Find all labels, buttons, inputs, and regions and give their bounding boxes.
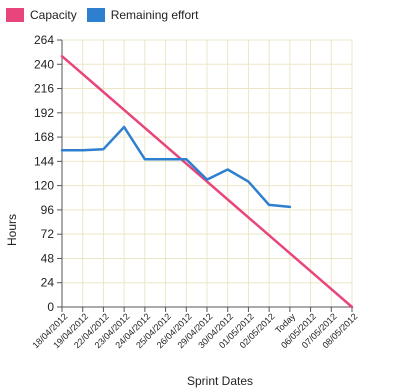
y-tick-label: 168 xyxy=(34,130,54,144)
y-tick-label: 96 xyxy=(41,203,55,217)
y-tick-label: 48 xyxy=(41,251,55,265)
grid-lines xyxy=(61,39,353,308)
legend-label-remaining-effort: Remaining effort xyxy=(110,8,199,22)
y-tick-label: 216 xyxy=(34,82,54,96)
y-tick-label: 192 xyxy=(34,106,54,120)
y-axis-label-wrap: Hours xyxy=(3,150,21,310)
y-tick-label: 264 xyxy=(34,33,54,47)
legend-swatch-remaining-effort xyxy=(86,8,105,22)
y-tick-label: 240 xyxy=(34,57,54,71)
series-lines xyxy=(60,54,354,309)
y-tick-label: 0 xyxy=(47,300,54,314)
y-tick-label: 120 xyxy=(34,179,54,193)
series-line-capacity xyxy=(60,54,354,309)
y-tick-labels: 0 24 48 72 96 120 144 168 192 216 240 264 xyxy=(34,33,54,314)
y-tick-label: 24 xyxy=(41,276,55,290)
y-axis-label: Hours xyxy=(5,213,20,247)
legend-item-remaining-effort[interactable]: Remaining effort xyxy=(86,8,199,22)
legend-item-capacity[interactable]: Capacity xyxy=(6,8,77,22)
y-tick-label: 144 xyxy=(34,154,54,168)
x-tick-labels: 18/04/201219/04/201222/04/201223/04/2012… xyxy=(30,311,359,350)
legend-swatch-capacity xyxy=(6,8,24,22)
legend-label-capacity: Capacity xyxy=(30,8,77,22)
y-tick-label: 72 xyxy=(41,227,55,241)
series-line-remaining-effort xyxy=(60,125,292,209)
chart-legend: Capacity Remaining effort xyxy=(6,4,199,26)
x-axis-label: Sprint Dates xyxy=(186,374,254,388)
axes xyxy=(57,39,353,312)
